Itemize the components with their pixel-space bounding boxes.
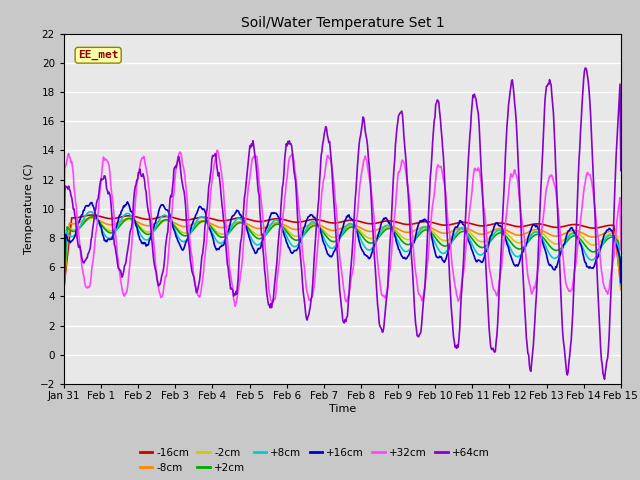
-8cm xyxy=(617,287,625,293)
+2cm xyxy=(411,237,419,243)
+64cm xyxy=(617,168,625,173)
Line: -16cm: -16cm xyxy=(64,215,621,286)
+64cm xyxy=(601,376,609,382)
+32cm xyxy=(428,209,436,215)
+16cm xyxy=(128,210,136,216)
+16cm xyxy=(617,280,625,286)
+8cm xyxy=(411,237,419,243)
Line: +16cm: +16cm xyxy=(64,202,621,293)
+32cm xyxy=(70,186,78,192)
-2cm xyxy=(428,227,435,233)
+2cm xyxy=(428,229,435,235)
+8cm xyxy=(428,231,435,237)
Line: +8cm: +8cm xyxy=(64,212,621,292)
+2cm xyxy=(88,214,96,220)
-16cm xyxy=(128,213,136,219)
+64cm xyxy=(184,233,192,239)
+8cm xyxy=(617,282,625,288)
-16cm xyxy=(185,217,193,223)
+8cm xyxy=(86,209,94,215)
+2cm xyxy=(214,232,222,238)
+2cm xyxy=(617,282,625,288)
+64cm xyxy=(410,297,418,302)
Line: -2cm: -2cm xyxy=(64,218,621,290)
-16cm xyxy=(214,217,222,223)
+64cm xyxy=(127,225,135,231)
+16cm xyxy=(70,235,78,240)
+64cm xyxy=(60,244,68,250)
+64cm xyxy=(426,174,434,180)
+16cm xyxy=(411,237,419,243)
+16cm xyxy=(185,233,193,239)
-2cm xyxy=(88,215,96,221)
+2cm xyxy=(60,287,68,293)
+64cm xyxy=(70,206,78,212)
Line: +2cm: +2cm xyxy=(64,217,621,290)
Line: +64cm: +64cm xyxy=(64,68,621,379)
+64cm xyxy=(581,65,589,71)
-16cm xyxy=(617,281,625,287)
-16cm xyxy=(428,219,435,225)
-8cm xyxy=(128,216,136,222)
-2cm xyxy=(128,217,136,223)
-2cm xyxy=(214,230,222,236)
+2cm xyxy=(128,216,136,222)
-8cm xyxy=(214,224,222,230)
+16cm xyxy=(60,290,68,296)
Text: EE_met: EE_met xyxy=(78,50,118,60)
X-axis label: Time: Time xyxy=(329,404,356,414)
-8cm xyxy=(185,223,193,229)
-8cm xyxy=(70,221,78,227)
+8cm xyxy=(70,233,78,239)
-16cm xyxy=(88,212,96,218)
+32cm xyxy=(412,269,419,275)
+8cm xyxy=(128,215,136,220)
-2cm xyxy=(411,233,419,239)
+32cm xyxy=(184,208,192,214)
-2cm xyxy=(617,282,625,288)
Legend: -16cm, -8cm, -2cm, +2cm, +8cm, +16cm, +32cm, +64cm: -16cm, -8cm, -2cm, +2cm, +8cm, +16cm, +3… xyxy=(136,444,493,477)
-8cm xyxy=(60,281,68,287)
-8cm xyxy=(88,215,96,221)
Title: Soil/Water Temperature Set 1: Soil/Water Temperature Set 1 xyxy=(241,16,444,30)
+32cm xyxy=(617,247,625,252)
+8cm xyxy=(185,234,193,240)
+16cm xyxy=(428,231,435,237)
-16cm xyxy=(70,215,78,221)
-2cm xyxy=(185,229,193,235)
+16cm xyxy=(214,246,222,252)
Line: -8cm: -8cm xyxy=(64,218,621,290)
-2cm xyxy=(60,287,68,293)
-2cm xyxy=(70,227,78,233)
+32cm xyxy=(214,149,222,155)
+32cm xyxy=(60,229,68,235)
-16cm xyxy=(60,283,68,289)
+16cm xyxy=(124,199,131,205)
+64cm xyxy=(214,167,221,172)
+2cm xyxy=(70,228,78,234)
Y-axis label: Temperature (C): Temperature (C) xyxy=(24,163,34,254)
+8cm xyxy=(214,240,222,245)
+8cm xyxy=(60,289,68,295)
+32cm xyxy=(127,247,135,252)
-8cm xyxy=(411,228,419,233)
-16cm xyxy=(411,221,419,227)
+32cm xyxy=(214,147,221,153)
+2cm xyxy=(185,232,193,238)
-8cm xyxy=(428,225,435,231)
Line: +32cm: +32cm xyxy=(64,150,621,306)
+32cm xyxy=(231,303,239,309)
